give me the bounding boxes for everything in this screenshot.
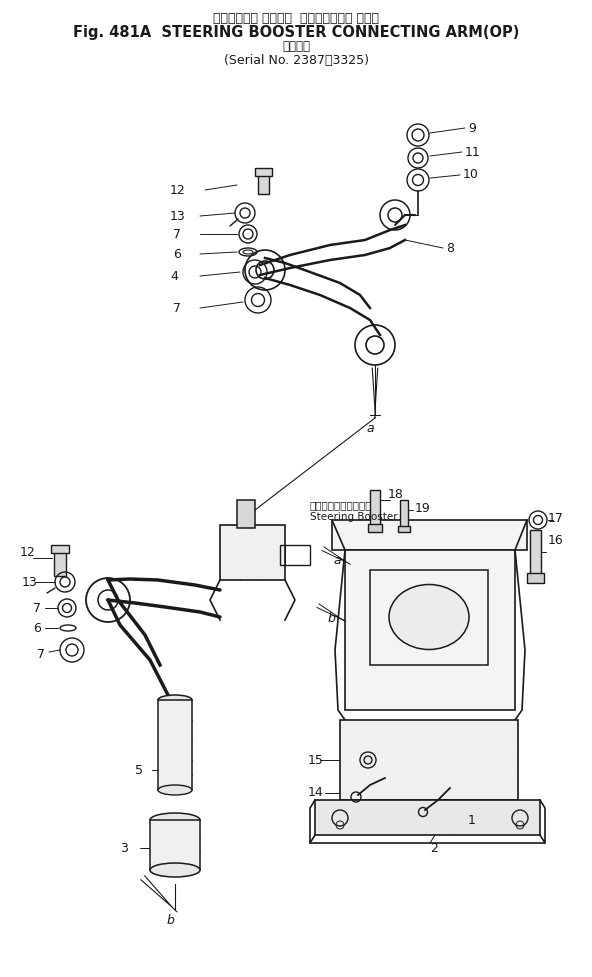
- Text: 4: 4: [170, 270, 178, 282]
- Text: Steering Booster: Steering Booster: [310, 512, 398, 522]
- Text: 適用号機: 適用号機: [282, 40, 310, 54]
- Text: 5: 5: [135, 763, 143, 777]
- Bar: [368, 524, 382, 532]
- Text: 14: 14: [308, 786, 324, 799]
- Text: 12: 12: [170, 184, 186, 196]
- Bar: [530, 530, 541, 575]
- Text: b: b: [328, 612, 336, 624]
- Text: 17: 17: [548, 512, 564, 525]
- Ellipse shape: [158, 785, 192, 795]
- Text: 13: 13: [22, 575, 38, 588]
- Bar: [258, 172, 269, 194]
- Text: a: a: [366, 421, 374, 435]
- Bar: [54, 550, 66, 576]
- Text: 7: 7: [173, 228, 181, 240]
- Bar: [398, 526, 410, 532]
- Bar: [150, 820, 200, 870]
- Text: 13: 13: [170, 209, 186, 223]
- Bar: [280, 545, 310, 565]
- Text: 11: 11: [465, 146, 481, 158]
- Bar: [255, 168, 272, 176]
- Text: 9: 9: [468, 121, 476, 135]
- Bar: [237, 500, 255, 528]
- Ellipse shape: [150, 813, 200, 827]
- Text: 6: 6: [173, 247, 181, 261]
- Text: 12: 12: [20, 545, 36, 559]
- Text: 7: 7: [37, 649, 45, 661]
- Text: 6: 6: [33, 621, 41, 634]
- Text: 3: 3: [120, 841, 128, 855]
- Ellipse shape: [389, 584, 469, 650]
- Bar: [370, 490, 380, 525]
- Text: 8: 8: [446, 241, 454, 254]
- Bar: [220, 525, 285, 580]
- Text: 7: 7: [173, 302, 181, 315]
- Bar: [158, 700, 192, 790]
- Text: 16: 16: [548, 533, 564, 546]
- Text: 10: 10: [463, 168, 479, 182]
- Text: (Serial No. 2387～3325): (Serial No. 2387～3325): [224, 54, 368, 66]
- Ellipse shape: [150, 863, 200, 877]
- Text: 2: 2: [430, 841, 438, 855]
- Text: ステアリングブースタ: ステアリングブースタ: [310, 500, 372, 510]
- Text: 19: 19: [415, 501, 431, 515]
- Bar: [527, 573, 544, 583]
- Bar: [332, 520, 527, 550]
- Text: a: a: [333, 554, 340, 567]
- Bar: [51, 545, 69, 553]
- Bar: [340, 720, 518, 800]
- Bar: [400, 500, 408, 528]
- Text: 15: 15: [308, 753, 324, 767]
- Bar: [345, 550, 515, 710]
- Bar: [370, 570, 488, 665]
- Bar: [315, 800, 540, 835]
- Text: Fig. 481A  STEERING BOOSTER CONNECTING ARM(OP): Fig. 481A STEERING BOOSTER CONNECTING AR…: [73, 25, 519, 40]
- Text: 18: 18: [388, 488, 404, 501]
- Ellipse shape: [158, 695, 192, 705]
- Text: 7: 7: [33, 602, 41, 615]
- Text: ステアリング ブースタ  コネクティング アーム: ステアリング ブースタ コネクティング アーム: [213, 12, 379, 24]
- Text: 1: 1: [468, 814, 476, 827]
- Text: b: b: [166, 913, 174, 926]
